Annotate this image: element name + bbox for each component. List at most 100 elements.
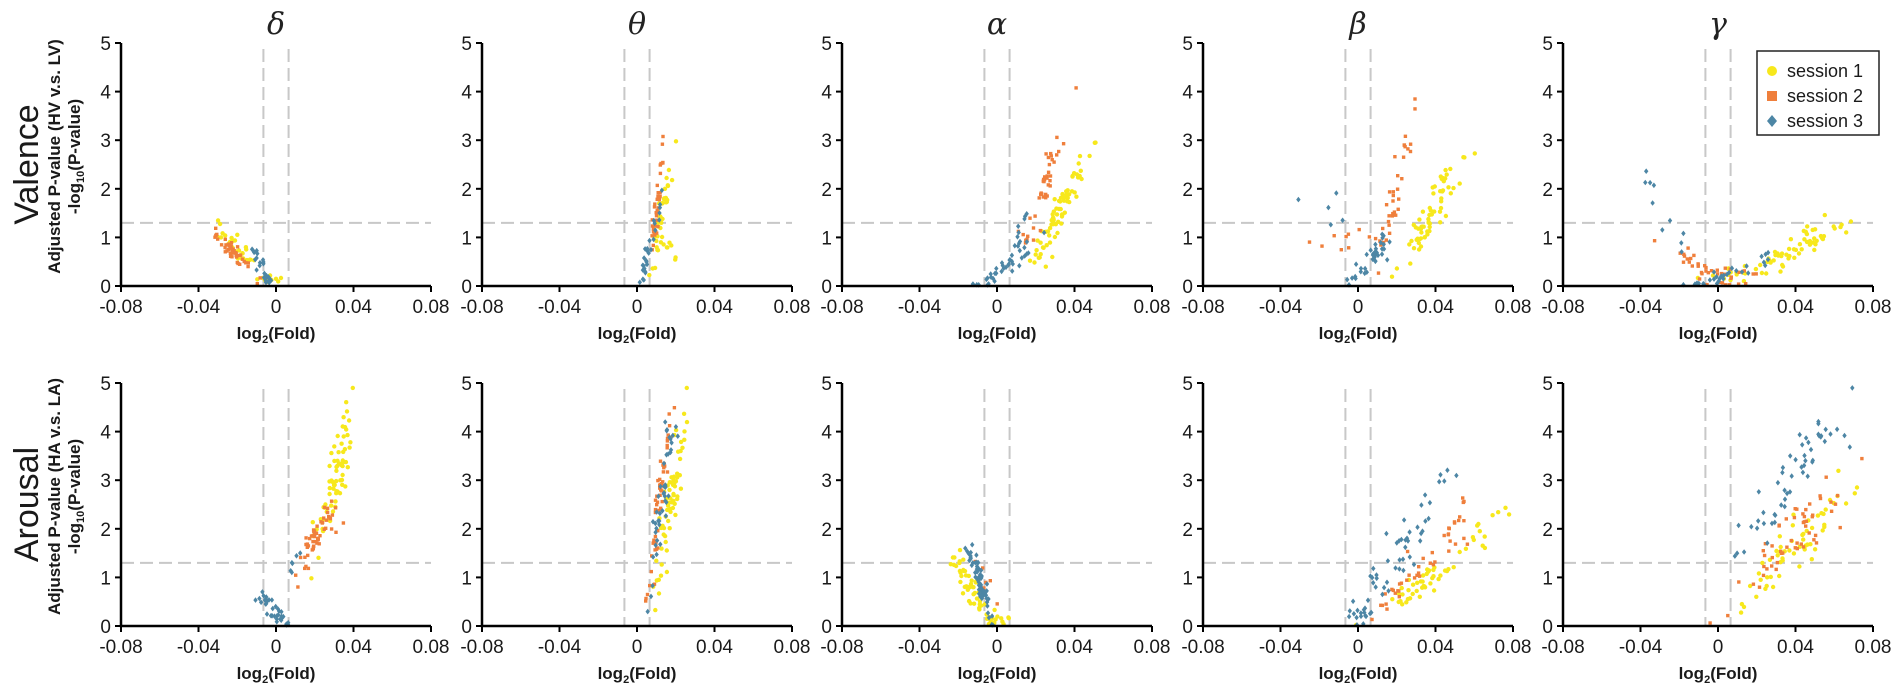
y-tick-label: 4 xyxy=(821,423,832,444)
data-point-session-1 xyxy=(1430,185,1435,190)
data-point-session-3 xyxy=(1734,550,1740,556)
y-label-prefix: -log xyxy=(65,523,84,554)
data-point-session-1 xyxy=(316,555,321,560)
data-point-session-2 xyxy=(1792,515,1797,520)
data-point-session-2 xyxy=(1055,153,1059,157)
data-point-session-2 xyxy=(1047,162,1052,167)
data-point-session-3 xyxy=(1372,249,1378,255)
data-point-session-1 xyxy=(1438,205,1444,211)
x-tick-label: 0.08 xyxy=(774,637,811,658)
data-point-session-1 xyxy=(1424,571,1429,577)
row-title-arousal: Arousal xyxy=(8,447,46,562)
data-point-session-1 xyxy=(665,197,670,203)
data-point-session-2 xyxy=(1386,219,1391,224)
data-point-session-2 xyxy=(1055,135,1059,140)
data-point-session-1 xyxy=(278,275,284,281)
data-point-session-2 xyxy=(318,534,322,538)
data-point-session-3 xyxy=(1427,499,1433,506)
x-label-suffix: (Fold) xyxy=(1710,324,1757,343)
data-point-session-3 xyxy=(1371,565,1376,572)
y-tick-label: 1 xyxy=(821,228,832,249)
data-point-session-1 xyxy=(1052,234,1058,240)
data-point-session-2 xyxy=(651,230,656,234)
data-point-session-2 xyxy=(1692,253,1696,258)
data-point-session-3 xyxy=(253,256,258,263)
y-tick-label: 0 xyxy=(100,617,111,638)
data-point-session-3 xyxy=(1643,179,1648,186)
data-point-session-2 xyxy=(1412,576,1417,580)
data-point-session-3 xyxy=(279,609,284,615)
x-label-suffix: (Fold) xyxy=(989,664,1036,683)
data-point-session-3 xyxy=(253,597,258,603)
data-point-session-2 xyxy=(1448,539,1452,543)
data-point-session-3 xyxy=(1423,518,1428,524)
data-point-session-1 xyxy=(1047,233,1052,238)
data-point-session-3 xyxy=(648,593,654,600)
data-point-session-3 xyxy=(1380,591,1385,598)
data-point-session-2 xyxy=(1332,234,1336,238)
y-tick-label: 5 xyxy=(100,34,111,55)
data-point-session-2 xyxy=(1347,246,1351,250)
data-point-session-3 xyxy=(974,552,979,558)
data-point-session-3 xyxy=(1736,522,1741,529)
data-point-session-3 xyxy=(1296,196,1301,203)
data-point-session-2 xyxy=(1708,621,1712,625)
data-point-session-2 xyxy=(1416,571,1421,575)
data-point-session-1 xyxy=(1420,573,1426,578)
data-point-session-1 xyxy=(1410,591,1415,597)
data-point-session-3 xyxy=(660,508,665,514)
data-point-session-2 xyxy=(1043,175,1047,179)
data-point-session-1 xyxy=(659,234,665,240)
data-point-session-1 xyxy=(1059,214,1065,219)
data-point-session-2 xyxy=(1380,603,1385,608)
y-tick-label: 0 xyxy=(1542,617,1553,638)
data-point-session-1 xyxy=(344,400,349,405)
data-point-session-1 xyxy=(1436,576,1441,582)
data-point-session-1 xyxy=(1839,222,1844,227)
data-point-session-3 xyxy=(1454,472,1459,479)
x-tick-label: 0.04 xyxy=(1056,297,1093,318)
data-point-session-1 xyxy=(1759,270,1765,276)
data-point-session-2 xyxy=(982,586,986,590)
data-point-session-1 xyxy=(1438,573,1443,578)
data-point-session-3 xyxy=(1801,462,1807,469)
data-point-session-1 xyxy=(1421,583,1426,589)
data-point-session-2 xyxy=(226,247,231,252)
data-point-session-2 xyxy=(655,500,660,504)
y-tick-label: 5 xyxy=(1182,34,1193,55)
data-point-session-1 xyxy=(1775,251,1780,256)
data-point-session-2 xyxy=(1706,271,1710,275)
x-tick-label: 0 xyxy=(992,637,1003,658)
axis-lines xyxy=(1201,43,1513,288)
data-point-session-2 xyxy=(1039,192,1043,196)
data-point-session-2 xyxy=(322,505,327,510)
data-point-session-1 xyxy=(1416,240,1422,246)
legend-label: session 1 xyxy=(1787,61,1863,81)
x-tick-label: 0.08 xyxy=(1134,637,1171,658)
data-point-session-2 xyxy=(661,161,665,165)
data-point-session-2 xyxy=(653,202,657,206)
data-point-session-3 xyxy=(657,204,663,211)
data-point-session-1 xyxy=(1451,565,1456,570)
data-point-session-1 xyxy=(1765,575,1770,580)
data-point-session-2 xyxy=(1395,187,1400,191)
x-tick-label: -0.04 xyxy=(1619,297,1663,318)
data-point-session-1 xyxy=(999,616,1004,621)
data-point-session-2 xyxy=(1704,269,1708,273)
data-point-session-2 xyxy=(1373,236,1378,241)
data-point-session-1 xyxy=(1797,564,1802,569)
data-point-session-2 xyxy=(1392,210,1397,214)
data-point-session-3 xyxy=(1756,489,1761,495)
data-point-session-1 xyxy=(676,449,681,454)
data-point-session-2 xyxy=(1391,193,1395,198)
data-point-session-1 xyxy=(1754,594,1759,599)
data-point-session-3 xyxy=(1707,277,1713,283)
data-point-session-2 xyxy=(1813,533,1818,538)
data-point-session-1 xyxy=(1070,174,1075,179)
data-point-session-1 xyxy=(1472,151,1478,156)
data-point-session-2 xyxy=(667,424,672,428)
data-point-session-2 xyxy=(656,224,660,229)
data-point-session-3 xyxy=(1364,269,1369,275)
